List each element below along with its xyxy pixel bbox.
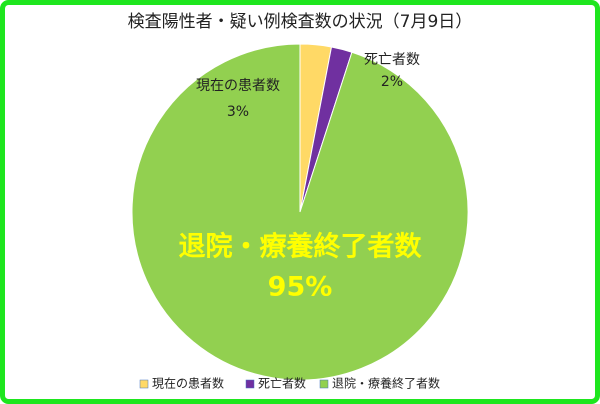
slice-value-label: 3% [227,104,249,120]
legend-label: 現在の患者数 [152,376,224,391]
legend-label: 死亡者数 [258,376,306,391]
slice-value-label: 2% [381,74,403,90]
slice-category-label: 死亡者数 [364,52,420,68]
legend-swatch [245,379,255,389]
pie-slice [131,43,469,381]
slice-category-label: 現在の患者数 [196,78,280,94]
legend-swatch [139,379,149,389]
slice-category-label: 退院・療養終了者数 [179,231,423,263]
slice-value-label: 95% [268,272,333,303]
legend-swatch [319,379,329,389]
legend-label: 退院・療養終了者数 [332,376,440,391]
chart-title: 検査陽性者・疑い例検査数の状況（7月9日） [128,12,473,32]
